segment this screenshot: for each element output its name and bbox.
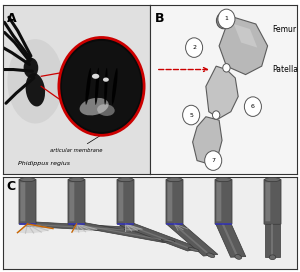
Ellipse shape xyxy=(26,73,45,106)
Ellipse shape xyxy=(85,68,91,105)
Circle shape xyxy=(186,38,202,57)
Circle shape xyxy=(218,9,235,29)
Polygon shape xyxy=(125,224,142,230)
Circle shape xyxy=(62,41,141,132)
Text: 5: 5 xyxy=(189,113,193,118)
Polygon shape xyxy=(193,117,222,164)
Ellipse shape xyxy=(118,178,133,182)
Polygon shape xyxy=(173,224,208,254)
FancyBboxPatch shape xyxy=(118,182,123,221)
Circle shape xyxy=(244,97,261,116)
Ellipse shape xyxy=(103,78,109,82)
Polygon shape xyxy=(76,224,85,232)
Ellipse shape xyxy=(92,74,99,79)
Ellipse shape xyxy=(95,68,99,105)
Ellipse shape xyxy=(216,178,231,182)
Polygon shape xyxy=(206,66,238,118)
Text: 6: 6 xyxy=(251,104,255,109)
FancyBboxPatch shape xyxy=(264,179,281,224)
Polygon shape xyxy=(72,224,79,232)
Polygon shape xyxy=(76,224,92,232)
Ellipse shape xyxy=(8,39,63,123)
Circle shape xyxy=(59,38,144,135)
FancyBboxPatch shape xyxy=(117,179,134,224)
Ellipse shape xyxy=(207,253,215,258)
Ellipse shape xyxy=(269,255,276,260)
Text: Phidippus regius: Phidippus regius xyxy=(18,161,70,166)
Polygon shape xyxy=(28,224,41,233)
Circle shape xyxy=(183,105,200,125)
Polygon shape xyxy=(216,224,246,257)
FancyBboxPatch shape xyxy=(166,179,183,224)
Text: B: B xyxy=(154,12,164,25)
Polygon shape xyxy=(73,222,172,243)
Text: 7: 7 xyxy=(211,158,215,163)
FancyBboxPatch shape xyxy=(68,179,85,224)
Ellipse shape xyxy=(167,178,182,182)
Polygon shape xyxy=(28,224,125,230)
Ellipse shape xyxy=(124,229,139,231)
Polygon shape xyxy=(26,224,34,233)
FancyBboxPatch shape xyxy=(215,179,232,224)
Text: articular membrane: articular membrane xyxy=(50,132,106,153)
Polygon shape xyxy=(124,224,189,248)
Circle shape xyxy=(223,64,230,72)
Ellipse shape xyxy=(112,68,118,105)
Polygon shape xyxy=(234,24,257,48)
FancyBboxPatch shape xyxy=(167,182,172,221)
Circle shape xyxy=(216,13,231,29)
Circle shape xyxy=(212,111,220,119)
Ellipse shape xyxy=(97,104,115,116)
Text: 1: 1 xyxy=(224,16,228,21)
Text: A: A xyxy=(8,12,17,25)
FancyBboxPatch shape xyxy=(69,182,74,221)
FancyArrowPatch shape xyxy=(159,67,207,72)
Polygon shape xyxy=(265,224,280,257)
FancyBboxPatch shape xyxy=(216,182,221,221)
Ellipse shape xyxy=(161,239,175,242)
Ellipse shape xyxy=(104,68,108,105)
Polygon shape xyxy=(167,223,218,256)
Ellipse shape xyxy=(80,98,109,115)
Polygon shape xyxy=(28,224,53,231)
Ellipse shape xyxy=(69,178,84,182)
Text: C: C xyxy=(6,180,15,193)
Ellipse shape xyxy=(188,248,199,251)
FancyBboxPatch shape xyxy=(266,182,270,221)
Ellipse shape xyxy=(20,178,35,182)
FancyBboxPatch shape xyxy=(20,182,25,221)
Text: 2: 2 xyxy=(192,45,196,50)
Text: Patella: Patella xyxy=(272,65,298,74)
Polygon shape xyxy=(219,17,268,75)
Text: Femur: Femur xyxy=(272,24,296,33)
Polygon shape xyxy=(26,222,133,232)
Circle shape xyxy=(205,151,222,170)
Polygon shape xyxy=(125,224,132,231)
Polygon shape xyxy=(222,224,238,255)
Ellipse shape xyxy=(265,178,280,182)
Circle shape xyxy=(209,153,217,161)
Ellipse shape xyxy=(24,58,38,78)
Polygon shape xyxy=(76,224,163,240)
Polygon shape xyxy=(125,224,137,231)
Polygon shape xyxy=(120,222,200,251)
Polygon shape xyxy=(17,224,28,233)
Polygon shape xyxy=(28,224,48,232)
Ellipse shape xyxy=(235,255,242,259)
Polygon shape xyxy=(271,224,273,255)
FancyBboxPatch shape xyxy=(19,179,36,224)
Polygon shape xyxy=(76,224,97,231)
